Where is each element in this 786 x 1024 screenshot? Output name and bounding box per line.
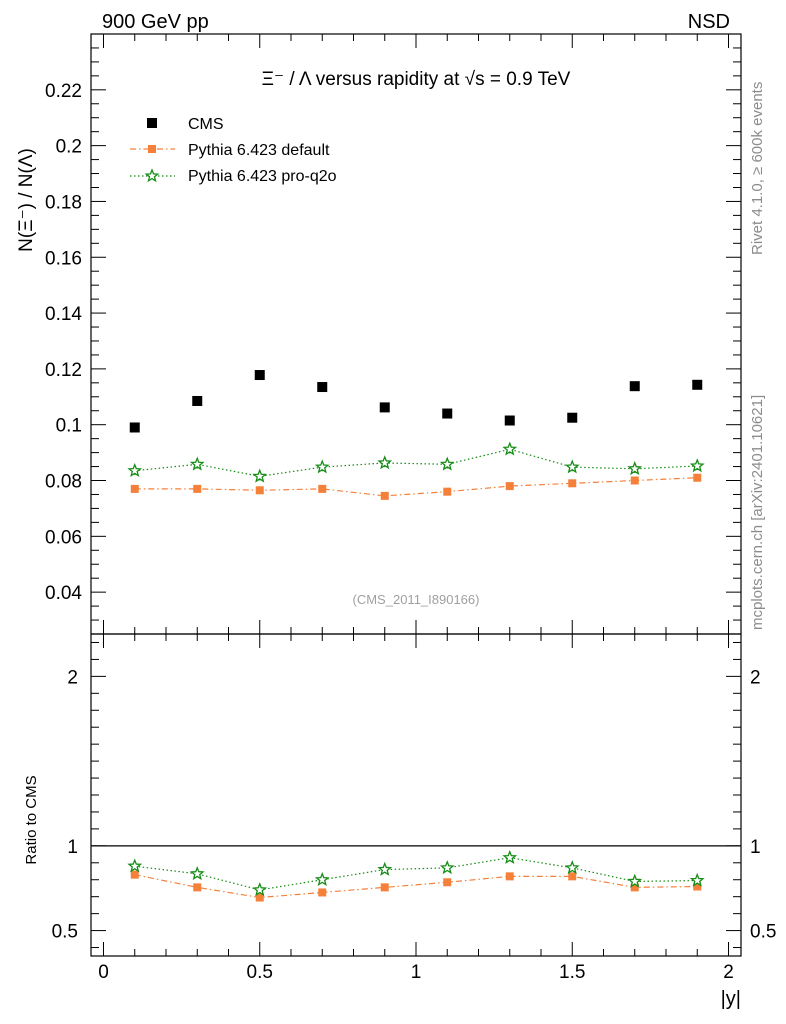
ratio-tick-label-left: 0.5 [52, 922, 78, 943]
pythia-proq2o-point [629, 463, 640, 474]
x-axis-label: |y| [721, 988, 741, 1010]
pythia-default-point [506, 482, 514, 490]
pythia-default-point [131, 485, 139, 493]
chart-title: Ξ⁻ / Λ versus rapidity at √s = 0.9 TeV [262, 69, 571, 90]
ratio-tick-label-left: 1 [67, 837, 78, 858]
process-label: NSD [688, 11, 730, 33]
pythia-proq2o-point [504, 443, 515, 454]
pythia-proq2o-point [192, 458, 203, 469]
ratio-pythia-proq2o-point [254, 884, 265, 895]
ratio-axis-label: Ratio to CMS [23, 775, 40, 864]
y-tick-label: 0.06 [45, 527, 82, 548]
y-tick-label: 0.04 [45, 583, 82, 604]
ratio-tick-label-left: 2 [67, 667, 78, 688]
ratio-layer [129, 852, 703, 902]
y-tick-label: 0.12 [45, 360, 82, 381]
ratio-pythia-proq2o-point [442, 862, 453, 873]
series-layer [129, 370, 703, 500]
y-tick-label: 0.08 [45, 472, 82, 493]
cms-point [255, 370, 265, 380]
pythia-default-point [318, 485, 326, 493]
ratio-pythia-proq2o-point [129, 860, 140, 871]
y-tick-label: 0.18 [45, 192, 82, 213]
x-tick-label: 0 [98, 962, 109, 983]
ratio-pythia-proq2o-point [567, 862, 578, 873]
ratio-tick-label-right: 0.5 [750, 922, 776, 943]
y-axis-label: N(Ξ⁻) / N(Λ) [16, 148, 37, 252]
cms-point [380, 402, 390, 412]
pythia-proq2o-point [129, 465, 140, 476]
pythia-proq2o-line [135, 449, 698, 476]
pythia-proq2o-point [254, 470, 265, 481]
pythia-default-line [135, 478, 698, 496]
ratio-pythia-default-point [568, 872, 576, 880]
y-tick-label: 0.1 [56, 416, 82, 437]
mcplots-label: mcplots.cern.ch [arXiv:2401.10621] [749, 395, 766, 630]
pythia-default-point [693, 474, 701, 482]
legend-label-cms: CMS [188, 116, 224, 133]
legend-marker-cms [147, 118, 157, 128]
cms-point [317, 382, 327, 392]
ratio-pythia-default-point [443, 878, 451, 886]
pythia-default-point [193, 485, 201, 493]
ratio-pythia-default-point [381, 883, 389, 891]
x-tick-label: 1.5 [559, 962, 585, 983]
ratio-panel-frame [91, 634, 741, 956]
pythia-default-point [568, 479, 576, 487]
chart: 900 GeV pp NSD Rivet 4.1.0, ≥ 600k event… [0, 0, 786, 1024]
cms-point [692, 380, 702, 390]
ratio-pythia-proq2o-point [504, 852, 515, 863]
ratio-pythia-proq2o-point [192, 868, 203, 879]
ratio-pythia-proq2o-point [379, 864, 390, 875]
pythia-proq2o-point [567, 461, 578, 472]
cms-point [130, 422, 140, 432]
pythia-default-point [631, 477, 639, 485]
cms-point [505, 416, 515, 426]
pythia-proq2o-point [379, 457, 390, 468]
cms-point [442, 409, 452, 419]
analysis-id-label: (CMS_2011_I890166) [353, 592, 480, 607]
x-tick-label: 0.5 [247, 962, 273, 983]
legend-marker-pythia-default [148, 145, 156, 153]
legend-marker-pythia-proq2o [146, 170, 157, 181]
y-tick-label: 0.22 [45, 81, 82, 102]
pythia-default-point [256, 486, 264, 494]
pythia-default-point [381, 492, 389, 500]
ratio-pythia-default-line [135, 875, 698, 898]
energy-label: 900 GeV pp [102, 11, 209, 33]
y-tick-label: 0.16 [45, 248, 82, 269]
pythia-proq2o-point [692, 460, 703, 471]
pythia-default-point [443, 488, 451, 496]
ratio-pythia-default-point [193, 883, 201, 891]
ratio-pythia-default-point [131, 871, 139, 879]
axis-tick-labels: 0 0.5 1 1.5 2 0.04 0.06 0.08 0.1 0.12 0.14 0.16 0.18… [45, 81, 776, 983]
rivet-version-label: Rivet 4.1.0, ≥ 600k events [749, 82, 766, 255]
legend-label-pythia-proq2o: Pythia 6.423 pro-q2o [188, 168, 337, 185]
ratio-pythia-proq2o-point [317, 874, 328, 885]
y-tick-label: 0.2 [56, 137, 82, 158]
ratio-tick-label-right: 1 [750, 837, 761, 858]
pythia-proq2o-point [317, 461, 328, 472]
cms-point [630, 381, 640, 391]
cms-point [192, 396, 202, 406]
ratio-tick-label-right: 2 [750, 667, 761, 688]
legend-label-pythia-default: Pythia 6.423 default [188, 142, 330, 159]
y-tick-label: 0.14 [45, 304, 82, 325]
x-tick-label: 1 [411, 962, 422, 983]
ratio-pythia-default-point [506, 872, 514, 880]
x-tick-label: 2 [723, 962, 734, 983]
cms-point [567, 413, 577, 423]
ratio-pythia-default-point [318, 888, 326, 896]
legend: CMS Pythia 6.423 default Pythia 6.423 pr… [130, 116, 337, 185]
pythia-proq2o-point [442, 458, 453, 469]
